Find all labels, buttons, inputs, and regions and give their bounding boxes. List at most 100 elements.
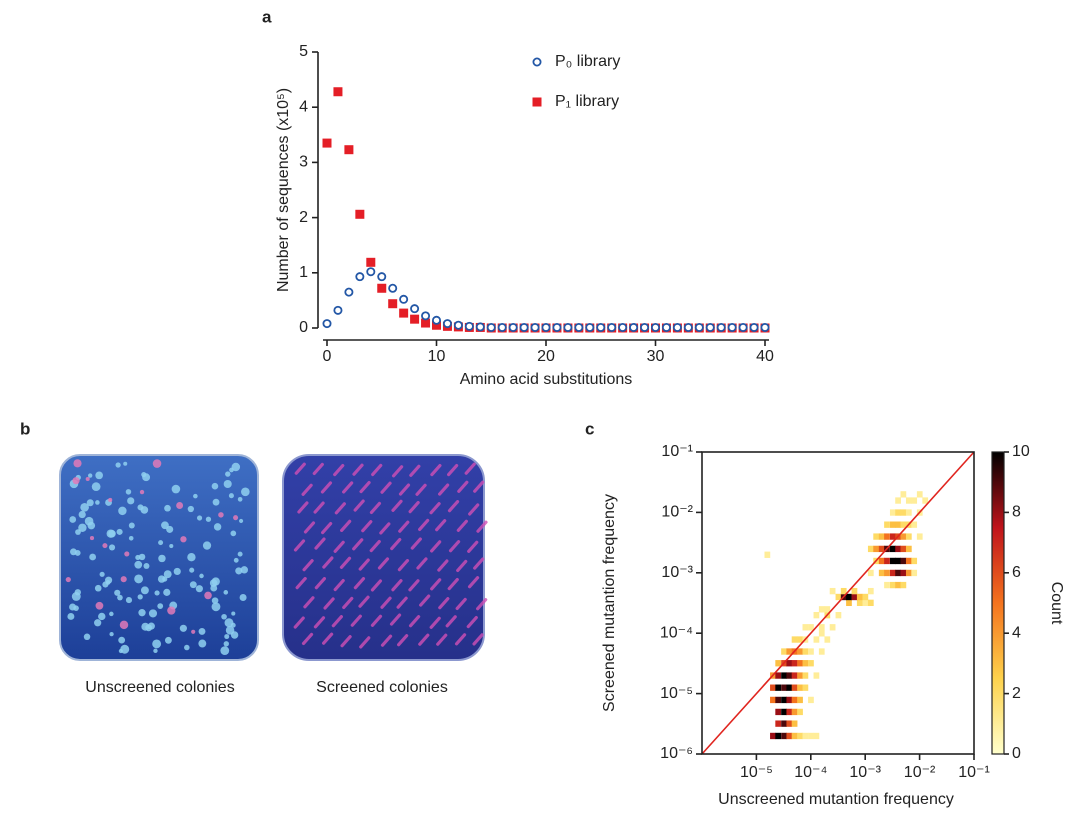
colony — [456, 519, 468, 532]
colony — [118, 506, 127, 516]
heat-cell — [911, 569, 918, 577]
heat-cell — [900, 545, 907, 553]
colony — [240, 566, 249, 574]
point — [651, 322, 661, 332]
heat-cell — [905, 545, 912, 553]
colony — [340, 635, 352, 648]
colony — [353, 577, 366, 590]
colony — [187, 553, 196, 562]
point — [442, 319, 452, 329]
heat-cell — [813, 611, 820, 619]
heat-cell — [884, 557, 890, 565]
colony — [128, 522, 135, 529]
photo-screened — [282, 454, 488, 661]
heat-cell — [846, 593, 852, 601]
heat-cell — [884, 521, 890, 528]
y-tick-label: 10⁻¹ — [661, 443, 693, 460]
colony — [164, 636, 172, 644]
heat-cell — [813, 636, 820, 643]
x-tick-label: 10⁻² — [904, 764, 936, 781]
colony — [409, 464, 421, 477]
point — [432, 320, 441, 330]
colony — [95, 500, 100, 505]
colony — [369, 501, 382, 515]
point — [388, 299, 398, 309]
colony — [211, 597, 219, 604]
heat-cell — [916, 533, 923, 540]
point — [760, 322, 770, 332]
colony — [333, 540, 345, 553]
colony — [229, 467, 234, 473]
heat-cell — [818, 648, 825, 655]
colony — [135, 554, 141, 561]
colony — [331, 615, 343, 628]
colony — [114, 589, 121, 596]
point — [333, 87, 343, 97]
heat-cell — [895, 569, 901, 577]
colony — [447, 500, 460, 513]
heat-cell — [829, 587, 836, 595]
heat-cell — [884, 533, 890, 540]
colony — [333, 578, 345, 592]
colony — [396, 596, 408, 609]
colony — [410, 537, 422, 550]
heat-cell — [770, 732, 776, 740]
colony — [199, 573, 204, 579]
point — [661, 322, 671, 332]
heat-cell — [905, 557, 912, 565]
colony — [302, 559, 314, 572]
colony — [98, 612, 106, 621]
heat-cell — [808, 624, 814, 631]
point — [366, 267, 376, 277]
point — [585, 322, 595, 332]
heat-cell — [867, 599, 874, 607]
colony — [141, 622, 150, 631]
colony — [447, 577, 459, 591]
colony — [358, 595, 370, 608]
colony — [123, 461, 128, 466]
heat-cell — [895, 557, 901, 565]
x-tick-label: 40 — [756, 348, 774, 365]
colony — [293, 539, 306, 552]
y-tick-label: 10⁻⁵ — [660, 685, 693, 702]
colony — [233, 557, 239, 563]
heat-cell — [797, 660, 803, 667]
colony — [171, 484, 181, 494]
y-tick-label: 4 — [299, 98, 308, 115]
heat-cell — [775, 660, 782, 667]
heat-cell — [781, 720, 787, 727]
colony — [202, 541, 212, 550]
heat-cell — [900, 581, 907, 589]
colony — [163, 570, 172, 579]
heat-cell — [900, 557, 907, 565]
heat-cell — [813, 732, 820, 740]
colony — [321, 521, 333, 535]
point — [388, 283, 398, 293]
heat-cell — [775, 720, 782, 727]
colony — [457, 480, 469, 493]
heat-cell — [824, 606, 831, 613]
y-tick-label: 10⁻⁴ — [660, 624, 693, 641]
colony — [429, 502, 441, 515]
colony — [408, 579, 420, 592]
heat-cell — [824, 636, 831, 643]
colony — [239, 593, 247, 601]
colony — [119, 620, 129, 630]
colony — [124, 551, 130, 557]
heat-cell — [846, 599, 852, 607]
colony — [301, 483, 313, 496]
colony — [418, 633, 430, 646]
point — [399, 294, 409, 304]
colony — [196, 515, 203, 521]
heat-cell — [775, 708, 782, 716]
heat-cell — [895, 509, 901, 516]
colony — [339, 556, 352, 569]
colony — [397, 634, 409, 647]
heat-cell — [873, 545, 880, 553]
point — [333, 305, 343, 315]
colony — [161, 521, 169, 530]
colony — [89, 536, 95, 541]
colony — [204, 591, 212, 600]
heat-cell — [775, 684, 782, 691]
heat-cell — [889, 509, 896, 516]
